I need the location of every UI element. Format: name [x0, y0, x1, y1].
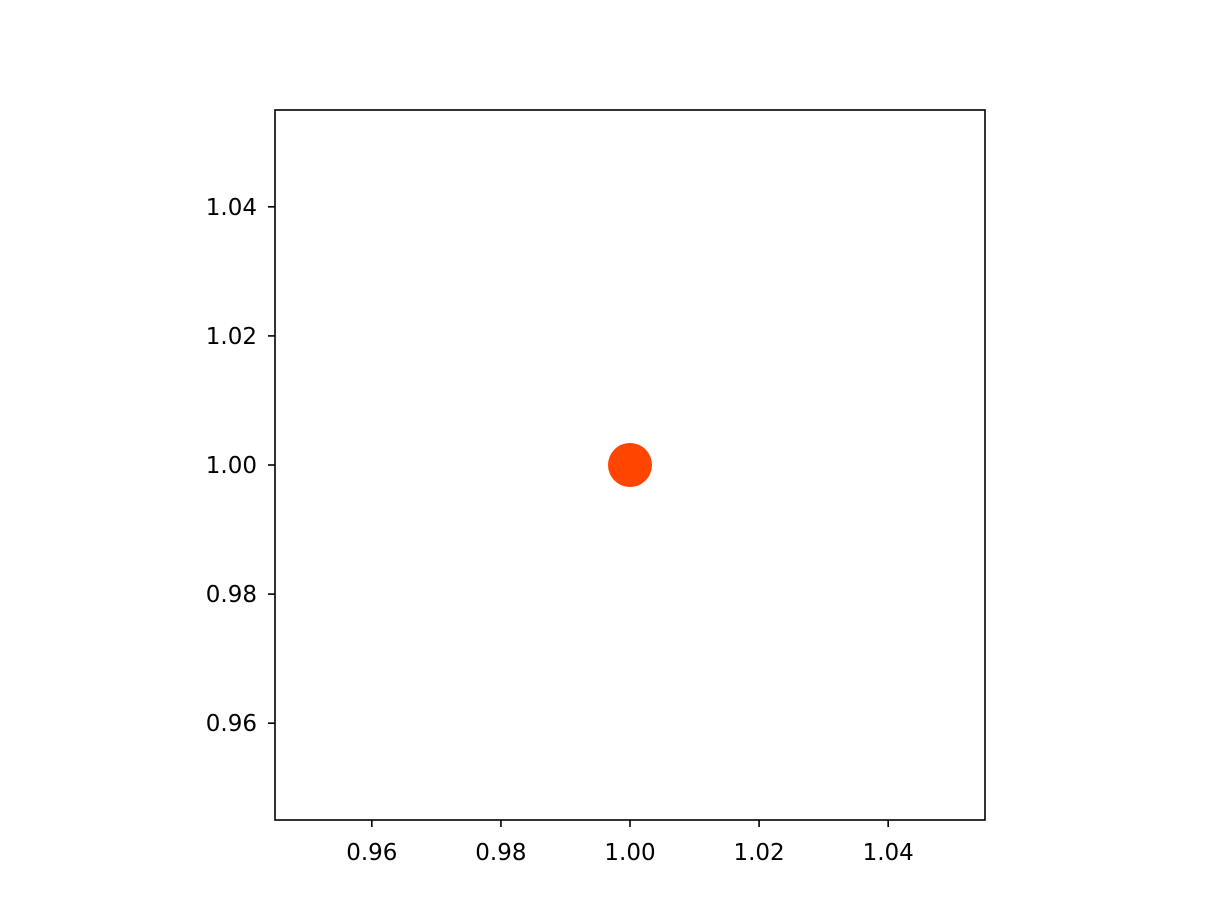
x-tick-label: 1.00	[604, 840, 655, 866]
y-tick-label: 1.02	[206, 324, 257, 350]
y-tick-label: 1.04	[206, 195, 257, 221]
y-tick-label: 1.00	[206, 453, 257, 479]
x-tick-label: 0.98	[475, 840, 526, 866]
y-tick-label: 0.96	[206, 711, 257, 737]
x-tick-label: 0.96	[346, 840, 397, 866]
axes-frame	[274, 109, 986, 821]
x-axis: 0.96 0.98 1.00 1.02 1.04	[346, 820, 914, 866]
y-tick-label: 0.98	[206, 582, 257, 608]
y-axis: 0.96 0.98 1.00 1.02 1.04	[206, 195, 275, 737]
scatter-point	[608, 443, 652, 487]
x-tick-label: 1.04	[863, 840, 914, 866]
plot-area	[608, 443, 652, 487]
x-tick-label: 1.02	[733, 840, 784, 866]
